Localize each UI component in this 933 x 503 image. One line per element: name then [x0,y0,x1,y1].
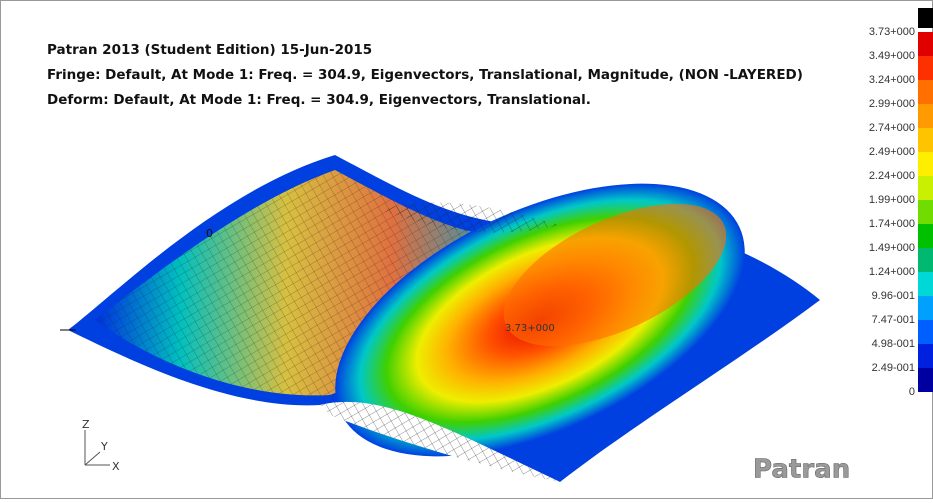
legend-label: 2.99+000 [869,98,915,110]
patran-viewport: 3.73+000 3.49+000 3.24+000 2.99+000 2.74+000… [0,0,933,499]
triad-z: Z [82,418,90,431]
legend-label: 2.24+000 [869,170,915,182]
legend-swatch [918,368,933,392]
legend-swatch [918,320,933,344]
node-label: 0 [206,227,213,240]
legend-swatch [918,224,933,248]
legend-label: 3.73+000 [869,26,915,38]
legend-swatch [918,56,933,80]
header-line: Fringe: Default, At Mode 1: Freq. = 304.… [47,67,803,83]
legend-label: 1.74+000 [869,218,915,230]
peak-label: 3.73+000 [505,323,555,334]
triad-y: Y [100,440,108,453]
legend-label: 1.49+000 [869,242,915,254]
triad-x: X [112,460,120,473]
legend-label: 2.74+000 [869,122,915,134]
legend-cap [918,8,933,28]
patran-logo: Patran [753,455,850,485]
legend-swatch [918,296,933,320]
legend-swatch [918,128,933,152]
legend-swatch [918,80,933,104]
header-line: Deform: Default, At Mode 1: Freq. = 304.… [47,92,591,108]
legend-swatch [918,200,933,224]
legend-swatch [918,248,933,272]
legend-label: 2.49+000 [869,146,915,158]
legend-label: 3.24+000 [869,74,915,86]
legend-label: 2.49-001 [872,362,915,374]
header-line: Patran 2013 (Student Edition) 15-Jun-201… [47,42,372,58]
legend-swatch [918,152,933,176]
legend-swatch [918,272,933,296]
legend-swatch [918,176,933,200]
legend-swatch [918,32,933,56]
legend-label: 1.99+000 [869,194,915,206]
legend-label: 4.98-001 [872,338,915,350]
legend-label: 7.47-001 [872,314,915,326]
legend-swatch [918,344,933,368]
legend-label: 0 [909,386,915,398]
legend-label: 1.24+000 [869,266,915,278]
legend-label: 3.49+000 [869,50,915,62]
legend-swatch [918,104,933,128]
legend-label: 9.96-001 [872,290,915,302]
